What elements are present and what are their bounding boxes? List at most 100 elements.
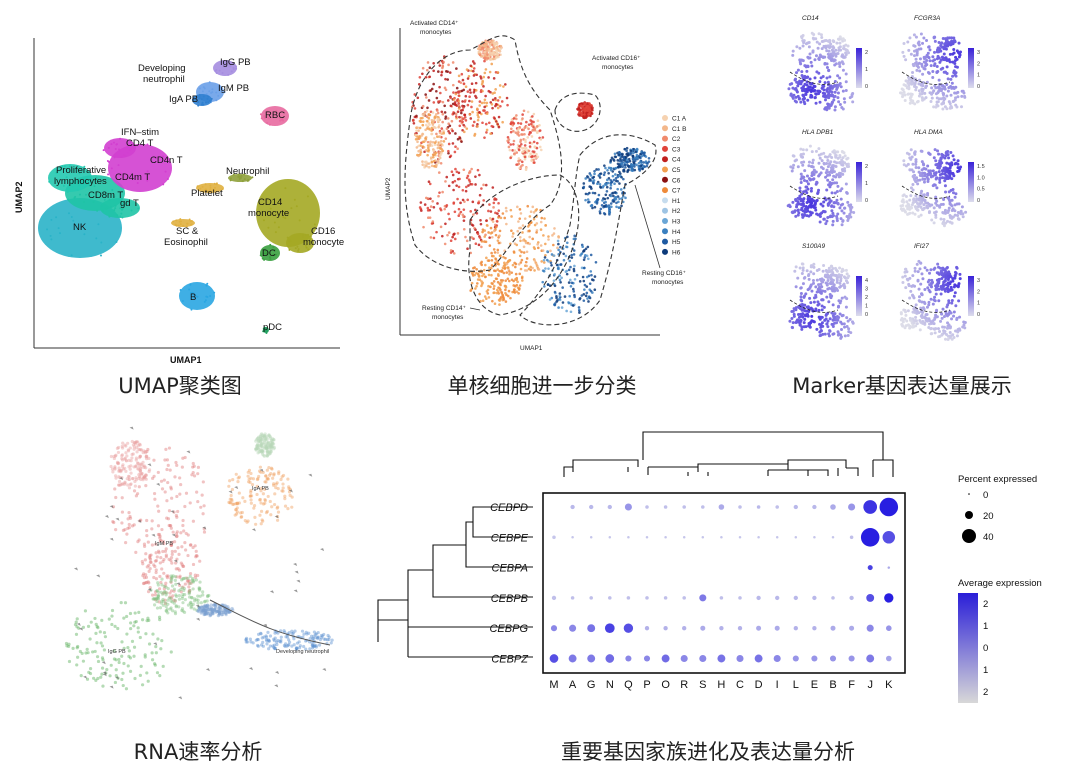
- rna-cell: [137, 473, 141, 477]
- mono-cell: [504, 285, 508, 289]
- marker-cell: [796, 276, 800, 280]
- marker-cell: [832, 174, 836, 178]
- mono-cell: [626, 152, 629, 155]
- umap-cell: [198, 95, 201, 98]
- mono-cell: [438, 156, 441, 160]
- mono-cell: [452, 111, 455, 114]
- mono-cell: [490, 40, 494, 44]
- mono-cell: [604, 182, 607, 186]
- umap-cell: [78, 193, 81, 196]
- mono-cell: [434, 151, 438, 155]
- mono-cell: [615, 205, 618, 209]
- marker-cell: [824, 281, 828, 285]
- umap-cell: [269, 207, 272, 210]
- mono-cell: [580, 252, 583, 256]
- mono-cell: [481, 121, 484, 125]
- umap-cell: [120, 155, 123, 158]
- mono-cell: [614, 191, 617, 194]
- rna-cell: [202, 504, 206, 508]
- marker-cell: [937, 90, 941, 94]
- mono-cell: [421, 140, 425, 144]
- marker-cell: [952, 285, 956, 289]
- marker-cell: [809, 187, 813, 191]
- rna-cell: [119, 468, 123, 472]
- mono-cell: [427, 165, 430, 169]
- umap-cell: [304, 233, 307, 236]
- umap-cell: [260, 117, 263, 120]
- umap-cell: [172, 220, 175, 223]
- rna-cell: [135, 440, 139, 444]
- mono-cell: [516, 229, 520, 233]
- rna-cell: [120, 482, 124, 486]
- rna-cell: [131, 443, 136, 447]
- marker-cell: [801, 262, 805, 266]
- mono-cell: [585, 291, 589, 295]
- umap-cell: [206, 97, 209, 100]
- rna-cell: [163, 549, 168, 553]
- mono-cell: [533, 128, 537, 132]
- marker-cell: [957, 217, 961, 221]
- mono-cell: [538, 129, 542, 132]
- mono-cell: [533, 161, 536, 164]
- marker-cell: [942, 92, 946, 96]
- mono-cell: [478, 104, 482, 107]
- mono-cell: [521, 239, 525, 242]
- mono-cell: [433, 141, 437, 145]
- label-cd14-mono: monocyte: [248, 208, 289, 219]
- marker-cell: [945, 72, 949, 76]
- marker-cell: [818, 156, 822, 160]
- umap-cell: [265, 332, 268, 335]
- mono-cell: [604, 193, 608, 197]
- umap-cell: [88, 170, 91, 173]
- rna-cell: [164, 581, 168, 585]
- mono-cell: [559, 263, 562, 266]
- mono-cell: [490, 235, 494, 239]
- rna-cell: [139, 448, 143, 452]
- rna-cell: [150, 527, 154, 531]
- mono-cell: [450, 119, 454, 123]
- mono-cell: [468, 170, 472, 173]
- marker-cell: [804, 92, 808, 96]
- outline-resting-cd14: [468, 174, 580, 316]
- marker-cell: [796, 94, 800, 98]
- umap-cell: [302, 235, 305, 238]
- marker-cell: [904, 313, 908, 317]
- marker-cell: [914, 207, 918, 211]
- umap-cell: [266, 110, 269, 113]
- umap-cell: [181, 299, 184, 302]
- marker-cell: [813, 84, 817, 88]
- mono-cell: [636, 156, 639, 160]
- marker-cell: [908, 36, 912, 40]
- mono-cell: [458, 119, 462, 123]
- mono-cell: [445, 175, 449, 179]
- marker-cell: [845, 48, 849, 52]
- rna-cell: [167, 509, 172, 513]
- mono-cell: [480, 263, 483, 267]
- marker-cell: [942, 166, 946, 170]
- rna-cell: [169, 580, 173, 584]
- umap-cell: [186, 222, 189, 225]
- label-sc: SC &: [176, 226, 199, 237]
- marker-cell: [946, 89, 950, 93]
- marker-cell: [829, 282, 833, 286]
- mono-cell: [592, 175, 596, 179]
- mono-cell: [539, 220, 543, 224]
- marker-cell: [841, 156, 845, 160]
- mono-cell: [421, 120, 425, 123]
- umap-cell: [196, 295, 199, 298]
- marker-cell: [847, 330, 851, 334]
- marker-cell: [924, 318, 928, 322]
- mono-cell: [451, 181, 455, 184]
- marker-cell: [942, 58, 946, 62]
- mono-cell: [519, 142, 523, 146]
- mono-cell: [603, 197, 607, 201]
- mono-cell: [458, 124, 462, 128]
- marker-cell: [941, 153, 945, 157]
- marker-cell: [815, 278, 819, 282]
- mono-cell: [488, 244, 492, 247]
- marker-cell: [845, 324, 849, 328]
- mono-cell: [584, 177, 588, 180]
- marker-cell: [819, 202, 823, 206]
- mono-cell: [425, 68, 429, 72]
- rna-cell: [193, 573, 197, 577]
